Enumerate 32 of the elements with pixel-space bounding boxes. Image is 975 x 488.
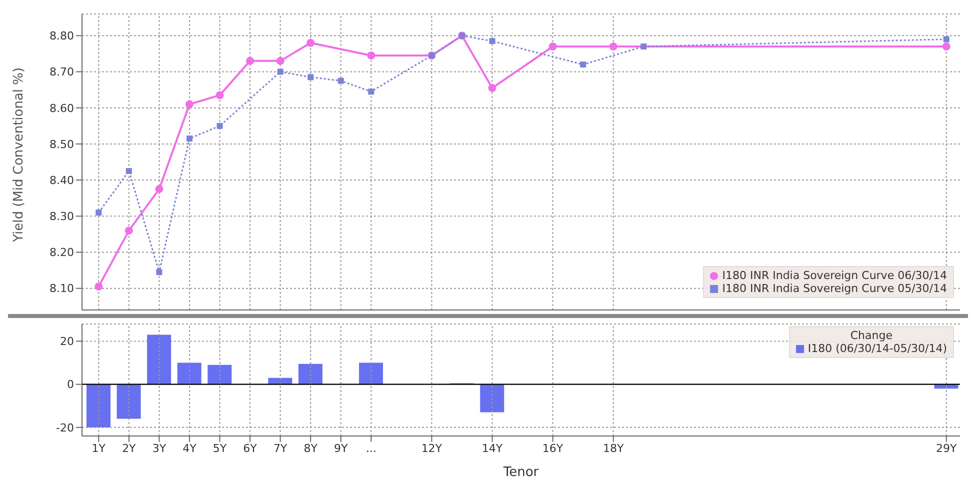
y-tick-label: 8.50 [50,138,74,151]
x-tick-label: 12Y [421,442,442,455]
x-tick-label: 18Y [602,442,624,455]
y-tick-label: 8.70 [50,66,74,79]
x-tick-label: 16Y [542,442,564,455]
legend-label: I180 (06/30/14-05/30/14) [808,342,947,355]
y-tick-label: 8.60 [50,102,74,115]
x-tick-label: 2Y [122,442,136,455]
x-tick-label: 9Y [334,442,348,455]
x-tick-label: 6Y [243,442,258,455]
legend-title: Change [849,329,894,342]
x-tick-label: 1Y [92,442,106,455]
x-tick-label: 3Y [152,442,166,455]
y-tick-label: 8.80 [50,30,74,43]
x-tick-label: ... [366,442,376,455]
y-axis-title: Yield (Mid Conventional %) [12,67,27,243]
x-tick-label: 5Y [212,442,227,455]
legend-label: I180 INR India Sovereign Curve 05/30/14 [722,282,947,295]
y-tick-label: -20 [56,421,74,434]
y-tick-label: 8.20 [50,246,74,260]
x-tick-label: 29Y [936,442,958,455]
y-tick-label: 20 [60,335,74,348]
y-tick-label: 8.10 [50,282,74,296]
x-tick-label: 8Y [304,442,318,455]
x-tick-label: 7Y [273,442,288,455]
x-axis-title: Tenor [502,465,540,480]
x-tick-label: 4Y [182,442,197,455]
x-tick-label: 14Y [482,442,503,455]
y-tick-label: 8.40 [50,174,74,187]
y-tick-label: 0 [67,378,74,392]
legend-label: I180 INR India Sovereign Curve 06/30/14 [722,269,947,282]
y-tick-label: 8.30 [50,210,74,224]
